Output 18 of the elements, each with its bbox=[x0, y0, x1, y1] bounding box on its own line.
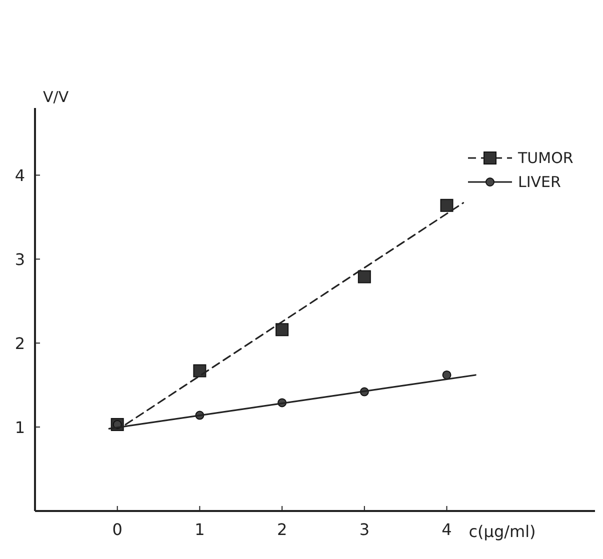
y-axis-title: V/V bbox=[43, 88, 70, 106]
legend-label: LIVER bbox=[518, 173, 561, 191]
point bbox=[193, 364, 206, 378]
point bbox=[442, 370, 452, 380]
x-tick-label: 1 bbox=[194, 520, 205, 539]
x-tick-label: 3 bbox=[359, 520, 370, 539]
x-axis-title: c(μg/ml) bbox=[468, 522, 536, 541]
y-tick-label: 3 bbox=[14, 250, 25, 270]
legend-label: TUMOR bbox=[517, 149, 574, 167]
y-tick-label: 1 bbox=[14, 418, 25, 438]
x-tick-label: 4 bbox=[442, 520, 452, 539]
point bbox=[358, 270, 371, 284]
point bbox=[440, 198, 454, 212]
y-tick-label: 4 bbox=[14, 166, 25, 186]
x-tick-label: 2 bbox=[276, 520, 288, 539]
y-tick-label: 2 bbox=[14, 334, 25, 354]
point bbox=[276, 323, 289, 336]
x-tick-label: 0 bbox=[112, 520, 122, 539]
